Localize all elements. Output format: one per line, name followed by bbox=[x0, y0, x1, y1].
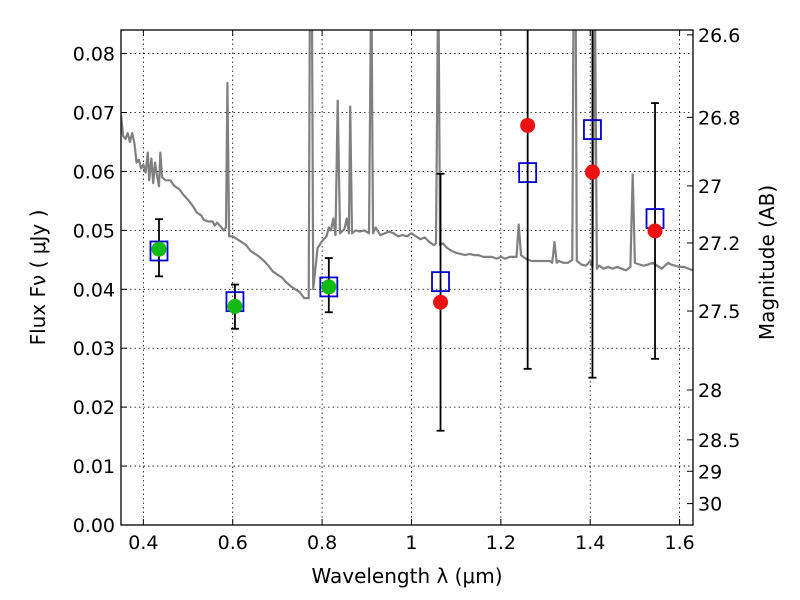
right-tick-label: 26.8 bbox=[698, 107, 740, 129]
x-tick-label: 0.8 bbox=[307, 532, 337, 554]
green-data-point bbox=[227, 298, 243, 314]
x-tick-label: 1.4 bbox=[575, 532, 605, 554]
y-tick-label: 0.07 bbox=[73, 103, 115, 125]
y-axis-right-label: Magnitude (AB) bbox=[755, 185, 779, 340]
model-point-square bbox=[431, 271, 450, 293]
plot-frame bbox=[120, 29, 694, 526]
x-axis-label: Wavelength λ (μm) bbox=[311, 564, 502, 588]
y-tick-label: 0.05 bbox=[73, 220, 115, 242]
model-point-square bbox=[518, 162, 538, 184]
plot-area bbox=[121, 30, 693, 432]
axis-ticks: 0.4 0.6 0.8 1 1.2 1.4 1.6 0.00 0.01 0.02 0.03 0.04 0… bbox=[73, 25, 741, 554]
y-tick-label: 0.02 bbox=[73, 397, 115, 419]
right-tick-label: 30 bbox=[698, 494, 722, 516]
model-spectrum-line bbox=[121, 30, 693, 300]
right-tick-label: 28.5 bbox=[698, 430, 740, 452]
y-axis-label: Flux Fν ( μJy ) bbox=[26, 210, 50, 346]
model-point-square bbox=[583, 119, 602, 140]
x-tick-label: 1.6 bbox=[664, 532, 694, 554]
green-data-point bbox=[151, 241, 167, 257]
y-tick-label: 0.06 bbox=[73, 161, 115, 183]
y-tick-label: 0.00 bbox=[73, 515, 115, 537]
y-tick-label: 0.03 bbox=[73, 338, 115, 360]
model-point-square bbox=[149, 240, 169, 262]
red-data-point bbox=[433, 294, 449, 310]
x-tick-label: 0.4 bbox=[128, 532, 158, 554]
red-data-point bbox=[520, 117, 536, 133]
model-point-square bbox=[319, 276, 339, 298]
right-tick-label: 27 bbox=[698, 176, 722, 198]
x-tick-label: 0.6 bbox=[218, 532, 248, 554]
grid bbox=[121, 30, 693, 526]
x-tick-label: 1 bbox=[405, 532, 417, 554]
right-tick-label: 27.5 bbox=[698, 301, 740, 323]
green-data-point bbox=[321, 279, 337, 295]
right-tick-label: 28 bbox=[698, 380, 722, 402]
right-tick-label: 27.2 bbox=[698, 233, 740, 255]
y-tick-label: 0.04 bbox=[73, 279, 115, 301]
x-tick-label: 1.2 bbox=[486, 532, 516, 554]
right-tick-label: 29 bbox=[698, 461, 722, 483]
red-data-point bbox=[584, 164, 600, 180]
right-tick-label: 26.6 bbox=[698, 25, 740, 47]
y-tick-label: 0.01 bbox=[73, 456, 115, 478]
y-tick-label: 0.08 bbox=[73, 44, 115, 66]
red-data-point bbox=[647, 223, 663, 239]
